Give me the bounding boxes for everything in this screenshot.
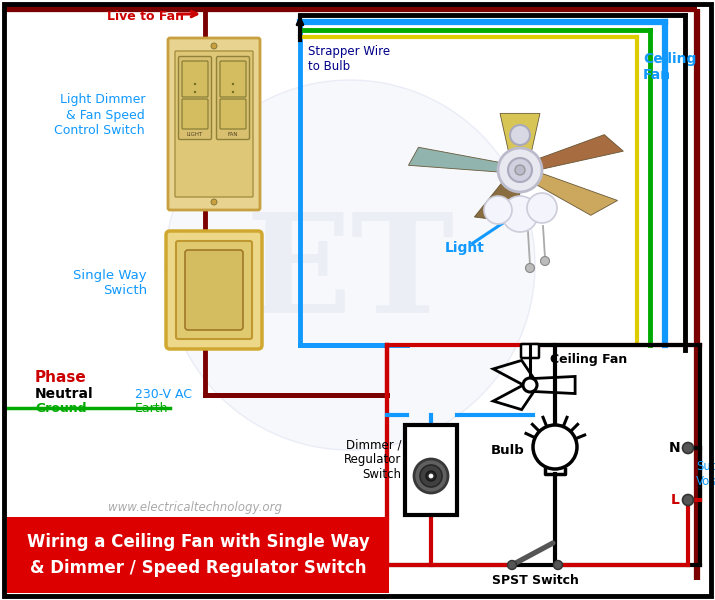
Circle shape [541,257,550,265]
Text: Light: Light [445,241,485,255]
Text: www.electricaltechnology.org: www.electricaltechnology.org [108,502,282,514]
FancyBboxPatch shape [521,344,539,358]
Text: L: L [671,493,680,507]
Text: Light Dimmer
& Fan Speed
Control Switch: Light Dimmer & Fan Speed Control Switch [54,94,145,136]
FancyBboxPatch shape [175,51,253,197]
Text: Earth: Earth [135,401,169,415]
Circle shape [510,125,530,145]
Circle shape [683,494,694,505]
Circle shape [553,560,563,569]
FancyBboxPatch shape [166,231,262,349]
Circle shape [484,196,512,224]
Circle shape [429,474,433,478]
Circle shape [232,91,235,93]
Polygon shape [408,147,511,173]
Polygon shape [474,174,526,221]
Text: Single Way
Swicth: Single Way Swicth [74,269,147,297]
FancyBboxPatch shape [179,56,212,139]
Circle shape [165,80,535,450]
Text: Wiring a Ceiling Fan with Single Way
& Dimmer / Speed Regulator Switch: Wiring a Ceiling Fan with Single Way & D… [26,533,370,577]
Circle shape [426,471,436,481]
Bar [7,517,389,593]
Circle shape [211,199,217,205]
Circle shape [232,83,235,85]
Circle shape [194,91,196,93]
Circle shape [533,425,577,469]
Text: LIGHT: LIGHT [187,131,203,136]
Circle shape [420,465,442,487]
Circle shape [194,83,196,85]
Text: Strapper Wire
to Bulb: Strapper Wire to Bulb [308,45,390,73]
Text: SPST Switch: SPST Switch [492,575,578,587]
Text: Dimmer /
Regulator
Switch: Dimmer / Regulator Switch [344,439,401,481]
Circle shape [508,158,532,182]
Circle shape [502,196,538,232]
FancyBboxPatch shape [220,61,246,97]
FancyBboxPatch shape [182,61,208,97]
Text: Live to Fan: Live to Fan [107,10,184,23]
Polygon shape [526,134,623,171]
Circle shape [527,193,557,223]
Text: Ceiling Fan: Ceiling Fan [550,352,627,365]
Bar [405,425,457,515]
Circle shape [515,165,525,175]
Text: Supply
Volatge: Supply Volatge [696,460,715,488]
Text: 230-V AC: 230-V AC [135,388,192,401]
Text: Bulb: Bulb [491,445,525,457]
Text: ET: ET [245,208,455,342]
Circle shape [211,43,217,49]
Circle shape [523,378,537,392]
Text: Phase: Phase [35,370,87,385]
Circle shape [498,148,542,192]
Text: N: N [669,441,680,455]
FancyBboxPatch shape [217,56,250,139]
FancyBboxPatch shape [168,38,260,210]
FancyBboxPatch shape [185,250,243,330]
Circle shape [683,443,694,454]
FancyBboxPatch shape [176,241,252,339]
Text: Ceiling
Fan: Ceiling Fan [643,52,696,82]
FancyBboxPatch shape [182,99,208,129]
Text: Neutral: Neutral [35,387,94,401]
Polygon shape [523,170,618,215]
Text: Ground: Ground [35,401,87,415]
Circle shape [414,459,448,493]
Circle shape [526,263,535,272]
Text: FAN: FAN [228,131,238,136]
Polygon shape [500,113,540,164]
Circle shape [508,560,516,569]
FancyBboxPatch shape [220,99,246,129]
